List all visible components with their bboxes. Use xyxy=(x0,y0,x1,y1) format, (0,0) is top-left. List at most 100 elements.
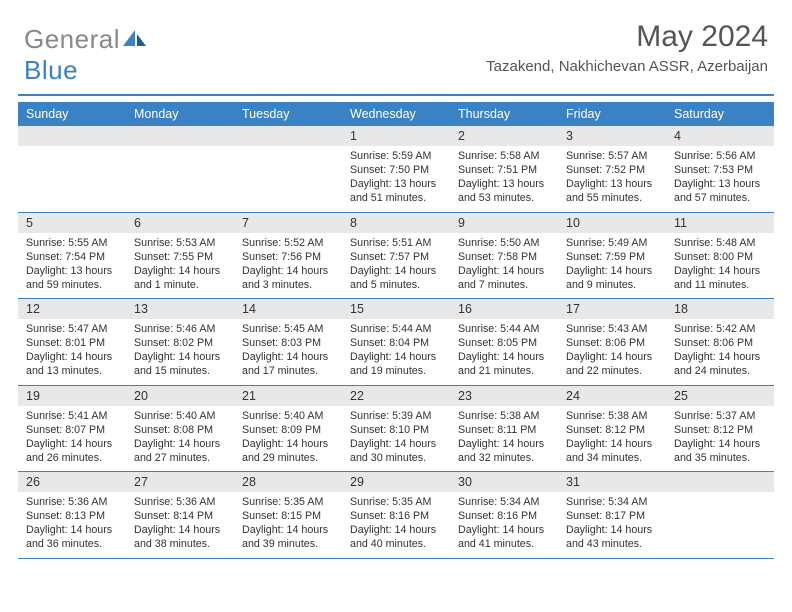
day-cell: 11Sunrise: 5:48 AMSunset: 8:00 PMDayligh… xyxy=(666,213,774,299)
day-cell: 19Sunrise: 5:41 AMSunset: 8:07 PMDayligh… xyxy=(18,386,126,472)
day-cell: 20Sunrise: 5:40 AMSunset: 8:08 PMDayligh… xyxy=(126,386,234,472)
day-cell: 4Sunrise: 5:56 AMSunset: 7:53 PMDaylight… xyxy=(666,126,774,212)
daylight-text: Daylight: 14 hours and 35 minutes. xyxy=(674,437,766,465)
sunrise-text: Sunrise: 5:46 AM xyxy=(134,322,226,336)
day-cell: 5Sunrise: 5:55 AMSunset: 7:54 PMDaylight… xyxy=(18,213,126,299)
daylight-text: Daylight: 14 hours and 5 minutes. xyxy=(350,264,442,292)
sunrise-text: Sunrise: 5:49 AM xyxy=(566,236,658,250)
day-number xyxy=(234,126,342,146)
day-number: 17 xyxy=(558,299,666,319)
day-body: Sunrise: 5:36 AMSunset: 8:14 PMDaylight:… xyxy=(126,492,234,558)
dow-tuesday: Tuesday xyxy=(234,102,342,126)
daylight-text: Daylight: 14 hours and 40 minutes. xyxy=(350,523,442,551)
daylight-text: Daylight: 14 hours and 43 minutes. xyxy=(566,523,658,551)
day-cell: 12Sunrise: 5:47 AMSunset: 8:01 PMDayligh… xyxy=(18,299,126,385)
sunset-text: Sunset: 8:11 PM xyxy=(458,423,550,437)
daylight-text: Daylight: 14 hours and 7 minutes. xyxy=(458,264,550,292)
day-number: 18 xyxy=(666,299,774,319)
daylight-text: Daylight: 13 hours and 51 minutes. xyxy=(350,177,442,205)
sunrise-text: Sunrise: 5:45 AM xyxy=(242,322,334,336)
daylight-text: Daylight: 13 hours and 53 minutes. xyxy=(458,177,550,205)
sunrise-text: Sunrise: 5:37 AM xyxy=(674,409,766,423)
day-body: Sunrise: 5:41 AMSunset: 8:07 PMDaylight:… xyxy=(18,406,126,472)
day-number: 29 xyxy=(342,472,450,492)
day-cell: 14Sunrise: 5:45 AMSunset: 8:03 PMDayligh… xyxy=(234,299,342,385)
day-cell: 10Sunrise: 5:49 AMSunset: 7:59 PMDayligh… xyxy=(558,213,666,299)
daylight-text: Daylight: 14 hours and 1 minute. xyxy=(134,264,226,292)
sunset-text: Sunset: 8:09 PM xyxy=(242,423,334,437)
sunrise-text: Sunrise: 5:48 AM xyxy=(674,236,766,250)
sunset-text: Sunset: 8:15 PM xyxy=(242,509,334,523)
dow-friday: Friday xyxy=(558,102,666,126)
day-cell: 9Sunrise: 5:50 AMSunset: 7:58 PMDaylight… xyxy=(450,213,558,299)
day-cell: 25Sunrise: 5:37 AMSunset: 8:12 PMDayligh… xyxy=(666,386,774,472)
day-body xyxy=(18,146,126,155)
day-number: 19 xyxy=(18,386,126,406)
sunset-text: Sunset: 8:08 PM xyxy=(134,423,226,437)
day-cell: 3Sunrise: 5:57 AMSunset: 7:52 PMDaylight… xyxy=(558,126,666,212)
day-number: 2 xyxy=(450,126,558,146)
sunrise-text: Sunrise: 5:50 AM xyxy=(458,236,550,250)
sunrise-text: Sunrise: 5:39 AM xyxy=(350,409,442,423)
dow-wednesday: Wednesday xyxy=(342,102,450,126)
day-number: 28 xyxy=(234,472,342,492)
day-cell: 8Sunrise: 5:51 AMSunset: 7:57 PMDaylight… xyxy=(342,213,450,299)
day-number: 22 xyxy=(342,386,450,406)
day-number: 1 xyxy=(342,126,450,146)
sunset-text: Sunset: 8:06 PM xyxy=(566,336,658,350)
day-number: 8 xyxy=(342,213,450,233)
sunset-text: Sunset: 8:17 PM xyxy=(566,509,658,523)
week-row: 1Sunrise: 5:59 AMSunset: 7:50 PMDaylight… xyxy=(18,126,774,213)
sunset-text: Sunset: 8:03 PM xyxy=(242,336,334,350)
daylight-text: Daylight: 14 hours and 36 minutes. xyxy=(26,523,118,551)
day-body: Sunrise: 5:35 AMSunset: 8:16 PMDaylight:… xyxy=(342,492,450,558)
day-cell: 24Sunrise: 5:38 AMSunset: 8:12 PMDayligh… xyxy=(558,386,666,472)
day-cell: 18Sunrise: 5:42 AMSunset: 8:06 PMDayligh… xyxy=(666,299,774,385)
sunrise-text: Sunrise: 5:44 AM xyxy=(458,322,550,336)
day-number: 16 xyxy=(450,299,558,319)
daylight-text: Daylight: 13 hours and 59 minutes. xyxy=(26,264,118,292)
day-cell: 1Sunrise: 5:59 AMSunset: 7:50 PMDaylight… xyxy=(342,126,450,212)
week-row: 19Sunrise: 5:41 AMSunset: 8:07 PMDayligh… xyxy=(18,386,774,473)
weeks-container: 1Sunrise: 5:59 AMSunset: 7:50 PMDaylight… xyxy=(18,126,774,559)
day-body: Sunrise: 5:55 AMSunset: 7:54 PMDaylight:… xyxy=(18,233,126,299)
month-title: May 2024 xyxy=(486,20,768,54)
day-cell: 7Sunrise: 5:52 AMSunset: 7:56 PMDaylight… xyxy=(234,213,342,299)
day-number: 3 xyxy=(558,126,666,146)
header-rule xyxy=(18,94,774,96)
day-body: Sunrise: 5:40 AMSunset: 8:09 PMDaylight:… xyxy=(234,406,342,472)
day-body: Sunrise: 5:52 AMSunset: 7:56 PMDaylight:… xyxy=(234,233,342,299)
day-body: Sunrise: 5:36 AMSunset: 8:13 PMDaylight:… xyxy=(18,492,126,558)
day-body: Sunrise: 5:42 AMSunset: 8:06 PMDaylight:… xyxy=(666,319,774,385)
sunset-text: Sunset: 8:00 PM xyxy=(674,250,766,264)
sunrise-text: Sunrise: 5:47 AM xyxy=(26,322,118,336)
calendar: Sunday Monday Tuesday Wednesday Thursday… xyxy=(18,102,774,559)
title-block: May 2024 Tazakend, Nakhichevan ASSR, Aze… xyxy=(486,20,768,75)
day-number: 11 xyxy=(666,213,774,233)
sunset-text: Sunset: 8:12 PM xyxy=(674,423,766,437)
day-cell: 26Sunrise: 5:36 AMSunset: 8:13 PMDayligh… xyxy=(18,472,126,558)
day-number: 20 xyxy=(126,386,234,406)
location-text: Tazakend, Nakhichevan ASSR, Azerbaijan xyxy=(486,58,768,75)
sunset-text: Sunset: 7:57 PM xyxy=(350,250,442,264)
day-body: Sunrise: 5:53 AMSunset: 7:55 PMDaylight:… xyxy=(126,233,234,299)
day-number: 26 xyxy=(18,472,126,492)
sunrise-text: Sunrise: 5:55 AM xyxy=(26,236,118,250)
sunrise-text: Sunrise: 5:52 AM xyxy=(242,236,334,250)
sunrise-text: Sunrise: 5:56 AM xyxy=(674,149,766,163)
sunset-text: Sunset: 8:01 PM xyxy=(26,336,118,350)
day-body: Sunrise: 5:37 AMSunset: 8:12 PMDaylight:… xyxy=(666,406,774,472)
logo-text-blue: Blue xyxy=(24,55,78,85)
day-cell: 17Sunrise: 5:43 AMSunset: 8:06 PMDayligh… xyxy=(558,299,666,385)
daylight-text: Daylight: 14 hours and 9 minutes. xyxy=(566,264,658,292)
day-number: 14 xyxy=(234,299,342,319)
daylight-text: Daylight: 14 hours and 29 minutes. xyxy=(242,437,334,465)
sunset-text: Sunset: 8:16 PM xyxy=(350,509,442,523)
day-body xyxy=(666,492,774,501)
sunrise-text: Sunrise: 5:59 AM xyxy=(350,149,442,163)
sunrise-text: Sunrise: 5:36 AM xyxy=(134,495,226,509)
day-cell: 31Sunrise: 5:34 AMSunset: 8:17 PMDayligh… xyxy=(558,472,666,558)
daylight-text: Daylight: 14 hours and 38 minutes. xyxy=(134,523,226,551)
day-body: Sunrise: 5:57 AMSunset: 7:52 PMDaylight:… xyxy=(558,146,666,212)
week-row: 5Sunrise: 5:55 AMSunset: 7:54 PMDaylight… xyxy=(18,213,774,300)
